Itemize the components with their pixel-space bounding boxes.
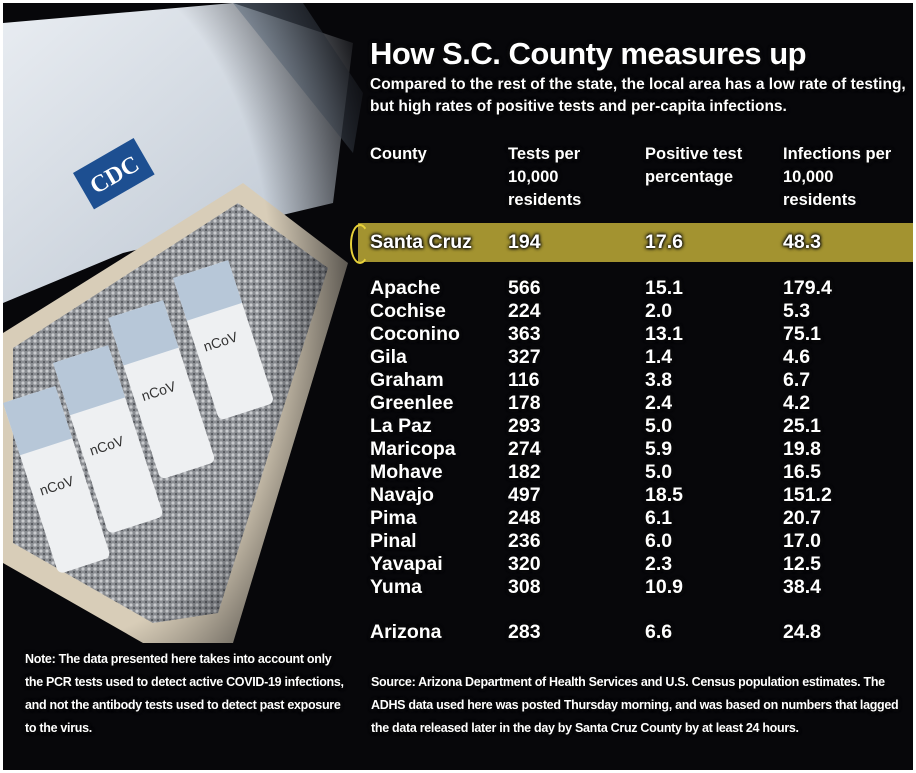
subtitle: Compared to the rest of the state, the l…: [370, 76, 906, 115]
cell-positive: 6.1: [645, 507, 673, 529]
cell-positive: 6.6: [645, 621, 673, 643]
cell-infections: 151.2: [783, 484, 832, 506]
cell-tests: 327: [508, 346, 541, 368]
cell-infections: 20.7: [783, 507, 821, 529]
cell-tests: 182: [508, 461, 541, 483]
cell-positive: 2.0: [645, 300, 673, 322]
cell-positive: 5.0: [645, 415, 673, 437]
cell-positive: 1.4: [645, 346, 673, 368]
cell-infections: 4.2: [783, 392, 811, 414]
cell-tests: 320: [508, 553, 541, 575]
cell-tests: 248: [508, 507, 541, 529]
note-text: Note: The data presented here takes into…: [25, 652, 344, 735]
cell-county: Greenlee: [370, 392, 454, 414]
cell-positive: 10.9: [645, 576, 683, 598]
vials: nCoV nCoV nCoV nCoV: [3, 260, 273, 573]
cell-county: Maricopa: [370, 438, 456, 460]
cell-positive: 15.1: [645, 277, 683, 299]
cell-positive: 3.8: [645, 369, 673, 391]
cell-tests: 308: [508, 576, 541, 598]
infographic: CDC nCoV nCoV nCoV nCoV How S.C. County …: [3, 3, 913, 770]
column-header-tests: Tests per 10,000 residents: [508, 145, 582, 209]
cell-infections: 16.5: [783, 461, 821, 483]
cell-positive: 18.5: [645, 484, 683, 506]
cell-tests: 363: [508, 323, 541, 345]
cell-positive: 13.1: [645, 323, 683, 345]
cell-county: Pinal: [370, 530, 417, 552]
cell-infections: 6.7: [783, 369, 811, 391]
highlight-band: [358, 223, 913, 262]
cell-county: Cochise: [370, 300, 446, 322]
cell-county: Arizona: [370, 621, 442, 643]
cell-infections: 5.3: [783, 300, 811, 322]
column-header-county: County: [370, 145, 427, 163]
cell-county: Mohave: [370, 461, 443, 483]
cell-county: Gila: [370, 346, 407, 368]
highlight-ring-decoration: [350, 224, 370, 264]
source-text: Source: Arizona Department of Health Ser…: [371, 675, 899, 735]
cell-county: Navajo: [370, 484, 434, 506]
cell-county: Santa Cruz: [370, 231, 472, 253]
cell-county: Coconino: [370, 323, 460, 345]
column-header-positive: Positive test percentage: [645, 145, 743, 186]
cell-infections: 19.8: [783, 438, 821, 460]
cell-positive: 2.3: [645, 553, 673, 575]
cell-tests: 497: [508, 484, 541, 506]
cell-county: Pima: [370, 507, 417, 529]
cell-infections: 24.8: [783, 621, 821, 643]
cell-tests: 116: [508, 369, 540, 391]
cell-county: Apache: [370, 277, 441, 299]
cell-county: Yavapai: [370, 553, 443, 575]
cell-positive: 17.6: [645, 231, 683, 253]
cell-positive: 2.4: [645, 392, 673, 414]
cell-county: Graham: [370, 369, 444, 391]
cell-county: Yuma: [370, 576, 423, 598]
cell-positive: 6.0: [645, 530, 673, 552]
cell-positive: 5.0: [645, 461, 673, 483]
cell-infections: 4.6: [783, 346, 811, 368]
test-kit-photo: CDC nCoV nCoV nCoV nCoV: [3, 3, 383, 663]
cell-infections: 38.4: [783, 576, 821, 598]
cell-infections: 75.1: [783, 323, 821, 345]
cell-infections: 48.3: [783, 231, 821, 253]
cell-tests: 224: [508, 300, 541, 322]
cell-tests: 274: [508, 438, 541, 460]
cell-positive: 5.9: [645, 438, 673, 460]
cell-tests: 194: [508, 231, 541, 253]
cell-tests: 178: [508, 392, 541, 414]
cell-tests: 293: [508, 415, 541, 437]
cell-infections: 12.5: [783, 553, 821, 575]
cell-county: La Paz: [370, 415, 432, 437]
cell-tests: 236: [508, 530, 541, 552]
cell-infections: 17.0: [783, 530, 821, 552]
page-title: How S.C. County measures up: [370, 36, 807, 71]
cell-tests: 566: [508, 277, 541, 299]
column-header-infections: Infections per 10,000 residents: [783, 145, 892, 209]
cell-infections: 25.1: [783, 415, 821, 437]
cell-infections: 179.4: [783, 277, 832, 299]
cell-tests: 283: [508, 621, 541, 643]
